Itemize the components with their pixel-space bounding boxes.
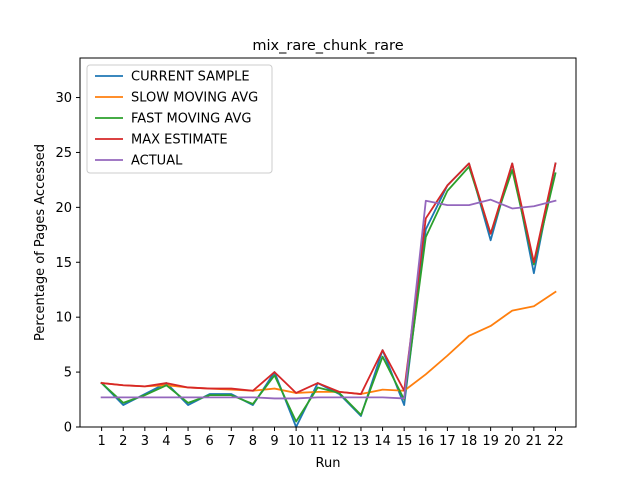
legend-box [86,64,273,174]
series-line-max-estimate [100,162,557,395]
plot-frame [79,57,577,428]
y-tick-label: 15 [55,256,72,271]
legend-label-max-estimate: MAX ESTIMATE [131,133,228,148]
legend-label-current-sample: CURRENT SAMPLE [131,70,250,85]
x-tick-label: 18 [461,434,478,449]
legend-label-fast-moving-avg: FAST MOVING AVG [131,112,251,127]
x-tick-label: 1 [97,434,105,449]
legend: CURRENT SAMPLE SLOW MOVING AVG FAST MOVING… [86,64,273,174]
y-tick-label: 5 [64,366,72,381]
x-tick-label: 7 [227,434,235,449]
y-ticks: 0 5 10 15 20 25 30 [55,91,80,436]
series-line-actual [100,198,557,400]
y-tick-label: 10 [55,311,72,326]
x-tick-label: 17 [439,434,456,449]
x-tick-label: 10 [288,434,305,449]
series-line-slow-moving-avg [100,290,557,395]
x-tick-label: 16 [418,434,435,449]
x-tick-label: 20 [504,434,521,449]
x-tick-label: 2 [119,434,127,449]
x-tick-label: 6 [206,434,214,449]
x-tick-label: 9 [270,434,278,449]
x-tick-label: 4 [162,434,170,449]
legend-label-actual: ACTUAL [131,154,183,169]
x-tick-label: 21 [526,434,543,449]
x-tick-label: 5 [184,434,192,449]
x-tick-label: 11 [309,434,326,449]
x-tick-label: 13 [353,434,370,449]
x-tick-label: 12 [331,434,348,449]
legend-label-slow-moving-avg: SLOW MOVING AVG [131,91,258,106]
x-tick-label: 22 [547,434,564,449]
y-axis-label: Percentage of Pages Accessed [33,144,48,341]
chart-title: mix_rare_chunk_rare [252,38,403,54]
x-axis-label: Run [316,456,341,471]
y-tick-label: 30 [55,91,72,106]
y-tick-label: 25 [55,146,72,161]
x-tick-label: 8 [249,434,257,449]
series-layer [100,162,557,428]
x-tick-label: 19 [482,434,499,449]
x-ticks: 1 2 3 4 5 6 7 8 9 10 11 12 13 14 15 16 17 18 19 20 21 22 [97,427,564,449]
x-tick-label: 15 [396,434,413,449]
x-tick-label: 3 [141,434,149,449]
y-tick-label: 0 [64,421,72,436]
y-tick-label: 20 [55,201,72,216]
x-tick-label: 14 [374,434,391,449]
